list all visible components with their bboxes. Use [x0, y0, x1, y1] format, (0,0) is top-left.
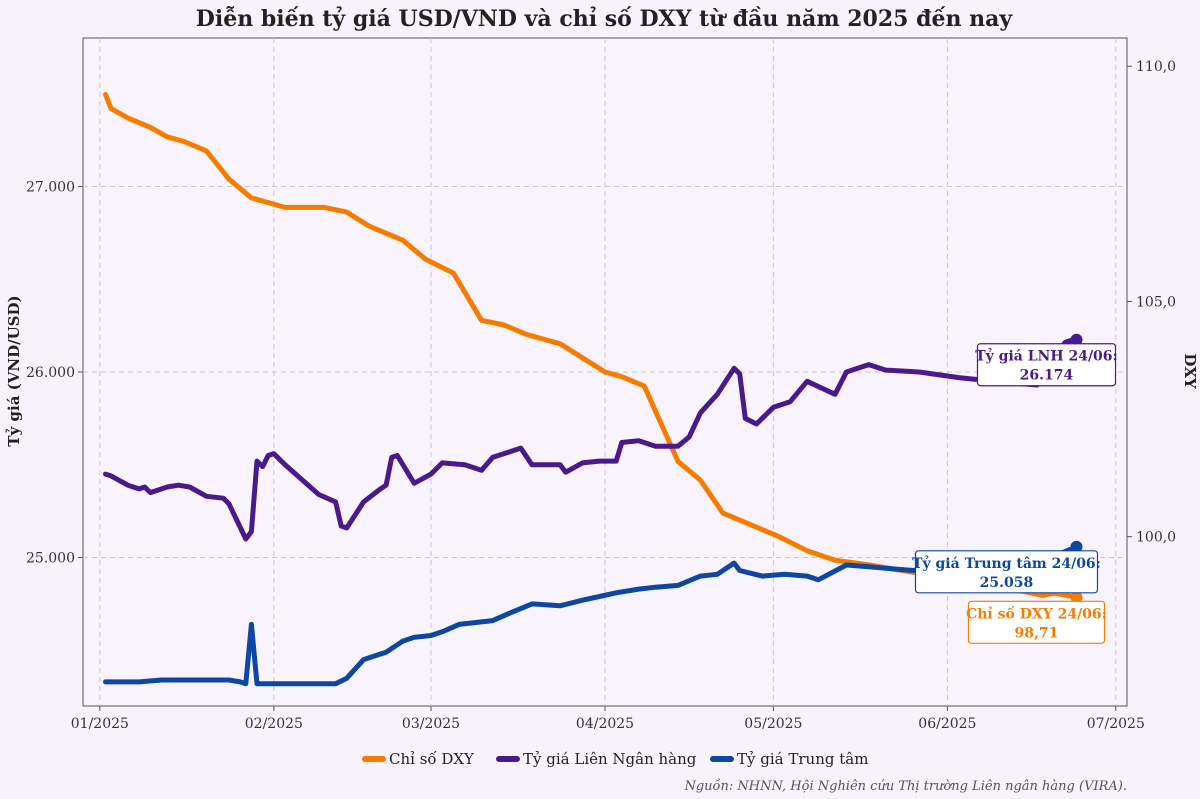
x-tick-label: 06/2025 [918, 716, 976, 732]
x-tick-label: 07/2025 [1087, 716, 1145, 732]
series-end-point [1070, 591, 1083, 604]
axes: 01/2025 02/2025 03/2025 04/2025 05/2025 06/20… [26, 59, 1176, 732]
series-end-point [1070, 333, 1083, 346]
annotation-box: Tỷ giá Trung tâm 24/06: 25.058 [912, 550, 1101, 594]
y-left-tick-label: 27.000 [26, 179, 75, 195]
legend-label: Tỷ giá Trung tâm [737, 750, 868, 768]
annotation-box: Tỷ giá LNH 24/06: 26.174 [975, 343, 1118, 387]
chart-title: Diễn biến tỷ giá USD/VND và chỉ số DXY t… [196, 5, 1014, 32]
x-tick-label: 03/2025 [402, 716, 460, 732]
x-tick-label: 02/2025 [245, 716, 303, 732]
y-left-tick-label: 26.000 [26, 365, 75, 381]
series-end-point [1070, 540, 1083, 553]
annotation-frame [976, 343, 1117, 387]
y-axis-left-label: Tỷ giá (VND/USD) [5, 295, 23, 446]
annotation-title: Tỷ giá LNH 24/06: [975, 348, 1117, 365]
y-right-tick-label: 110,0 [1136, 59, 1176, 75]
annotation-frame [914, 550, 1099, 594]
legend-item: Chỉ số DXY [362, 750, 475, 768]
series-line [103, 337, 1079, 542]
legend-label: Tỷ giá Liên Ngân hàng [523, 750, 697, 768]
annotation-value: 98,71 [1015, 625, 1059, 641]
y-right-tick-label: 100,0 [1136, 530, 1176, 546]
y-left-tick-label: 25.000 [26, 551, 75, 567]
legend-label: Chỉ số DXY [389, 750, 475, 768]
annotation-box: Chỉ số DXY 24/06: 98,71 [966, 600, 1107, 644]
legend-item: Tỷ giá Liên Ngân hàng [496, 750, 697, 768]
x-tick-label: 05/2025 [744, 716, 802, 732]
legend-item: Tỷ giá Trung tâm [710, 750, 868, 768]
y-right-tick-label: 105,0 [1136, 294, 1176, 310]
annotations: Tỷ giá LNH 24/06: 26.174 Tỷ giá Trung tâm … [912, 343, 1118, 644]
annotation-title: Tỷ giá Trung tâm 24/06: [912, 555, 1101, 572]
legend: Chỉ số DXY Tỷ giá Liên Ngân hàng Tỷ giá Tr… [362, 750, 868, 768]
y-axis-right-label: DXY [1181, 353, 1199, 389]
x-tick-label: 01/2025 [71, 716, 129, 732]
x-tick-label: 04/2025 [576, 716, 634, 732]
source-note: Nguồn: NHNN, Hội Nghiên cứu Thị trường L… [683, 778, 1127, 794]
annotation-title: Chỉ số DXY 24/06: [966, 604, 1107, 622]
annotation-value: 26.174 [1020, 368, 1074, 384]
annotation-value: 25.058 [980, 575, 1034, 591]
annotation-frame [967, 600, 1106, 644]
